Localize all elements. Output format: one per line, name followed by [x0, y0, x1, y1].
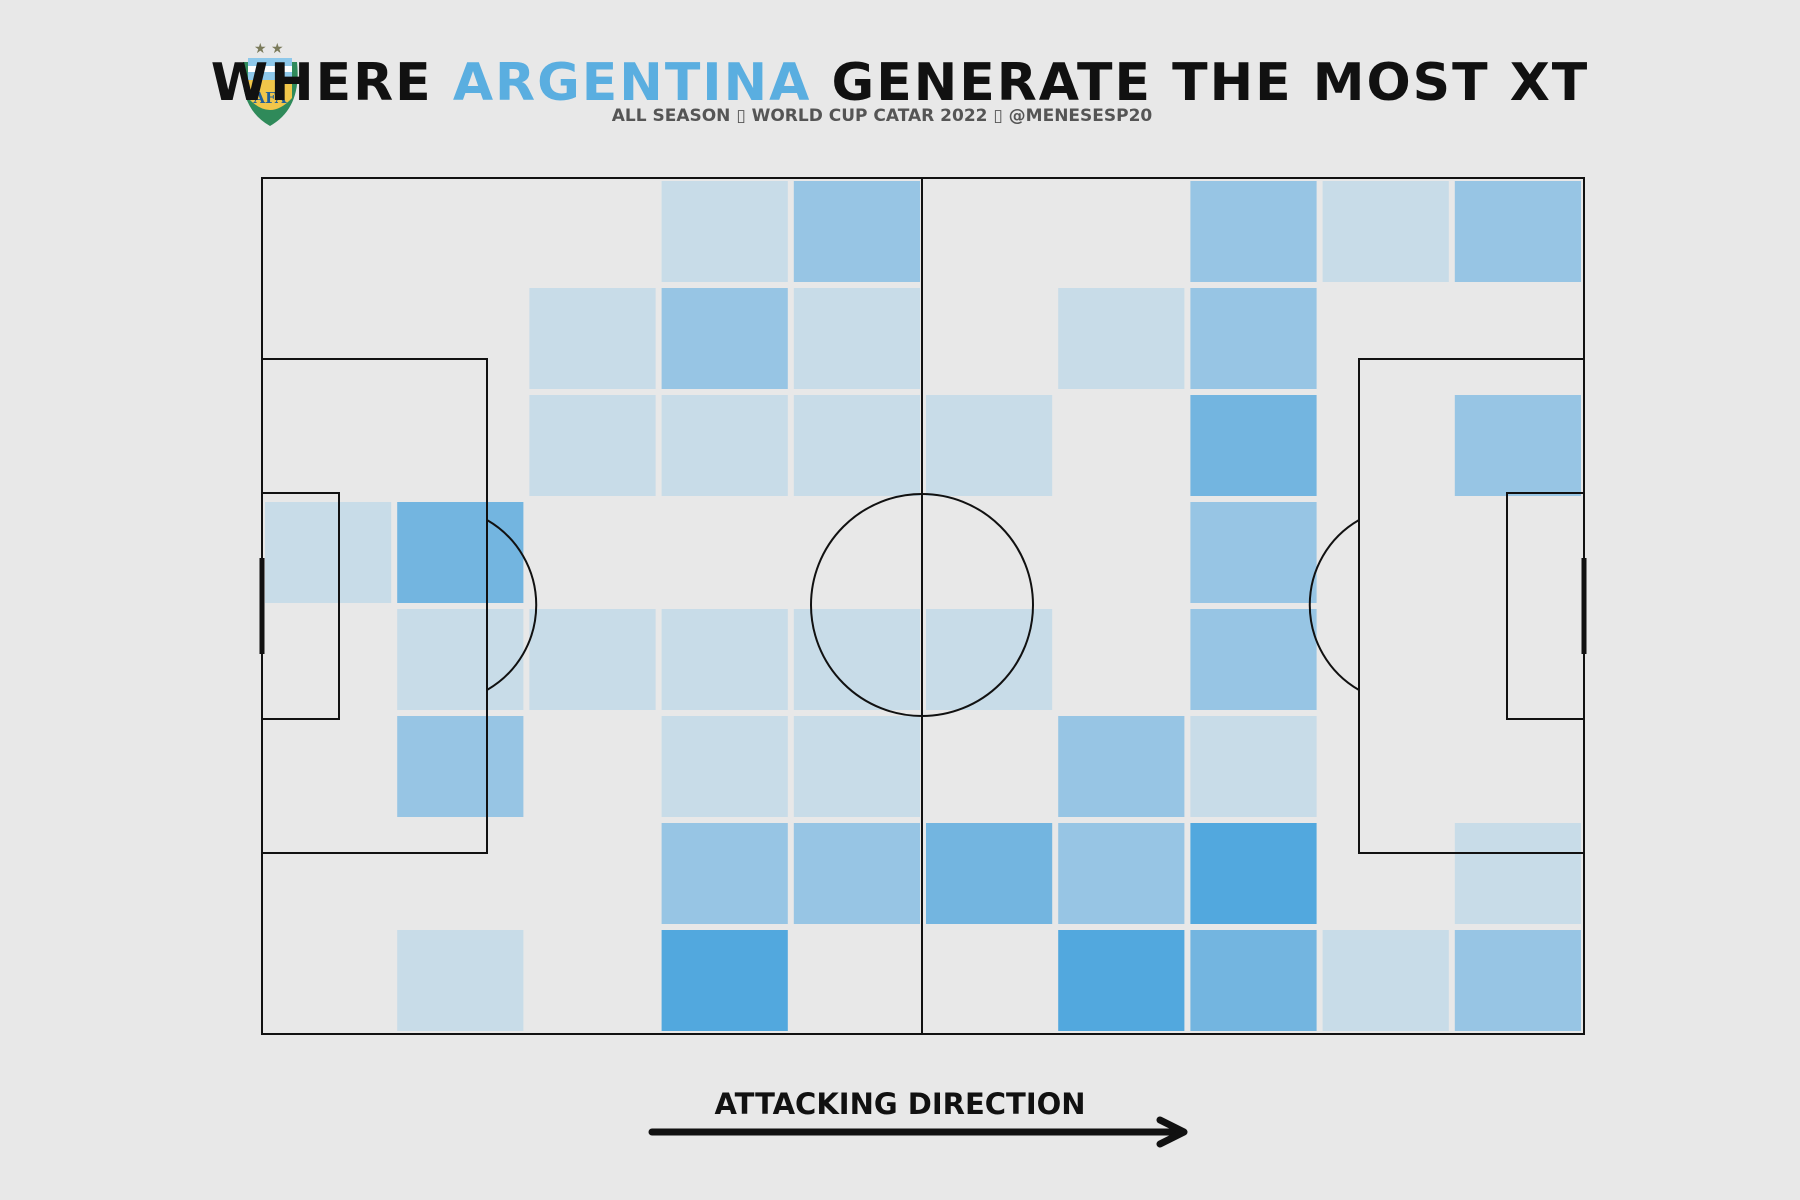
heatmap-cell	[397, 502, 524, 603]
heatmap-cell	[529, 609, 656, 710]
right-arrow-icon	[648, 1116, 1188, 1148]
heatmap-cell	[661, 716, 788, 817]
pitch-lines	[259, 177, 1587, 1035]
heatmap-cell	[1322, 930, 1449, 1031]
heatmap-cell	[926, 395, 1053, 496]
heatmap-cell	[1454, 395, 1581, 496]
heatmap-cell	[1454, 823, 1581, 924]
right-penalty-arc	[1308, 519, 1360, 691]
logo-stripe	[248, 72, 292, 80]
chart-title: WHERE ARGENTINA GENERATE THE MOST XT	[211, 53, 1590, 113]
heatmap-cell	[1058, 930, 1185, 1031]
logo-star-icon: ★	[271, 41, 284, 57]
heatmap-cell	[1190, 502, 1317, 603]
heatmap-cell	[793, 395, 920, 496]
heatmap-cell	[265, 502, 392, 603]
heatmap-cell	[793, 609, 920, 710]
title-suffix: GENERATE THE MOST XT	[811, 53, 1589, 113]
arrow-head	[1156, 1116, 1188, 1148]
heatmap-cell	[661, 395, 788, 496]
heatmap-cell	[661, 288, 788, 389]
heatmap-cell	[1190, 181, 1317, 282]
heatmap-cell	[1058, 288, 1185, 389]
logo-stripe	[248, 58, 292, 66]
heatmap-cell	[1190, 288, 1317, 389]
heatmap-cell	[529, 288, 656, 389]
heatmap-cell	[1190, 609, 1317, 710]
heatmap-cell	[661, 823, 788, 924]
logo-stripe	[248, 66, 292, 72]
attacking-direction-label: ATTACKING DIRECTION	[714, 1087, 1085, 1121]
heatmap-cell	[529, 395, 656, 496]
logo-text: AFA	[252, 89, 286, 107]
heatmap-cell	[1454, 181, 1581, 282]
left-penalty-arc	[486, 519, 538, 691]
heatmap-cell	[793, 288, 920, 389]
heatmap-cell	[1058, 716, 1185, 817]
heatmap-cell	[397, 930, 524, 1031]
heatmap-cell	[1058, 823, 1185, 924]
center-circle	[810, 493, 1034, 717]
heatmap-cell	[397, 609, 524, 710]
heatmap-cell	[1190, 823, 1317, 924]
heatmap-cells	[265, 181, 1581, 1031]
heatmap-cell	[661, 930, 788, 1031]
heatmap-cell	[397, 716, 524, 817]
heatmap-cell	[1190, 395, 1317, 496]
title-highlight: ARGENTINA	[453, 53, 812, 113]
heatmap-cell	[661, 609, 788, 710]
heatmap-cell	[1454, 930, 1581, 1031]
chart-subtitle: ALL SEASON ▯ WORLD CUP CATAR 2022 ▯ @MEN…	[612, 106, 1153, 126]
heatmap-cell	[1190, 716, 1317, 817]
heatmap-cell	[926, 609, 1053, 710]
heatmap-cell	[1190, 930, 1317, 1031]
heatmap-cell	[926, 823, 1053, 924]
heatmap-cell	[793, 181, 920, 282]
heatmap-cell	[661, 181, 788, 282]
heatmap-cell	[793, 716, 920, 817]
logo-star-icon: ★	[254, 41, 267, 57]
afa-crest-icon: ★ ★ AFA	[242, 41, 298, 126]
heatmap-cell	[1322, 181, 1449, 282]
title-prefix: WHERE	[211, 53, 453, 113]
heatmap-cell	[793, 823, 920, 924]
